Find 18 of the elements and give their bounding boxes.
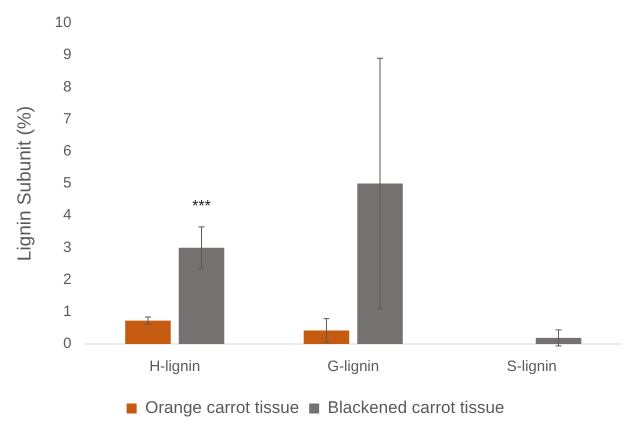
y-tick-label: 10 — [54, 14, 72, 32]
legend-label: Blackened carrot tissue — [328, 398, 504, 418]
annotation: *** — [192, 198, 211, 216]
x-tick-label: S-lignin — [506, 358, 557, 376]
y-tick-label: 6 — [63, 142, 72, 160]
y-tick-label: 0 — [63, 335, 72, 352]
y-tick-label: 7 — [63, 110, 72, 128]
y-tick-label: 1 — [63, 303, 72, 320]
y-tick-label: 9 — [63, 46, 72, 64]
y-tick-label: 3 — [63, 238, 72, 256]
legend-label: Orange carrot tissue — [145, 398, 300, 418]
y-tick-label: 2 — [63, 270, 72, 288]
y-tick-label: 8 — [63, 78, 72, 96]
x-tick-label: H-lignin — [149, 358, 200, 376]
y-axis-title: Lignin Subunit (%) — [14, 106, 36, 262]
x-tick-label: G-lignin — [327, 358, 380, 376]
y-tick-label: 5 — [63, 174, 72, 192]
y-tick-label: 4 — [63, 206, 72, 224]
